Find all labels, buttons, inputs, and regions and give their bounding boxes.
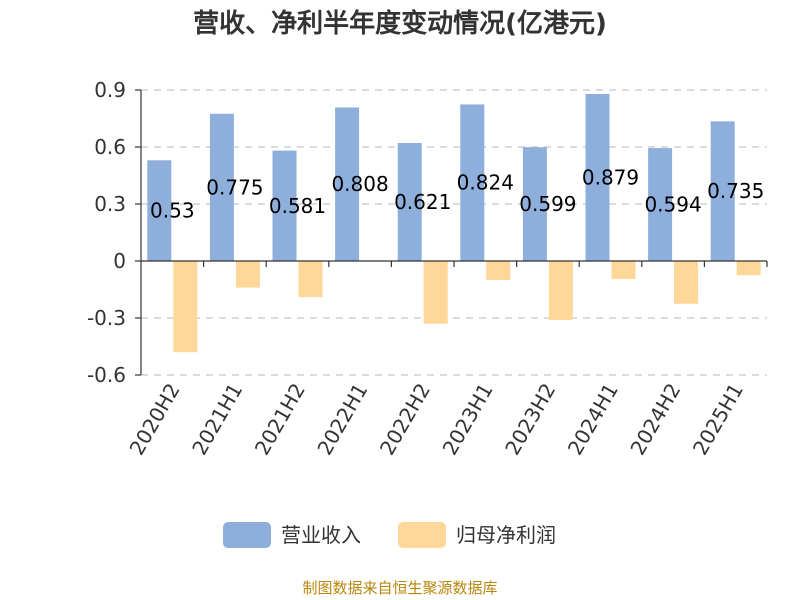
y-tick-label: 0 [113, 249, 126, 273]
net-profit-bar-2021H1 [235, 261, 260, 288]
y-tick-label: -0.3 [87, 306, 126, 330]
x-tick-label: 2021H2 [250, 379, 310, 459]
revenue-bar-2021H2 [272, 150, 297, 261]
revenue-data-label: 0.581 [269, 194, 326, 218]
revenue-bar-2025H1 [710, 121, 735, 261]
legend-swatch-revenue[interactable] [223, 522, 271, 548]
revenue-bar-2023H2 [522, 147, 547, 261]
y-tick-label: 0.3 [94, 192, 126, 216]
revenue-bar-2024H2 [648, 148, 673, 261]
revenue-bar-2023H1 [460, 104, 485, 261]
x-tick-label: 2025H1 [688, 379, 748, 459]
x-tick-label: 2024H2 [625, 379, 685, 459]
revenue-data-label: 0.824 [457, 171, 514, 195]
revenue-data-label: 0.879 [582, 165, 639, 189]
revenue-data-label: 0.621 [394, 190, 451, 214]
revenue-data-label: 0.808 [331, 172, 388, 196]
revenue-data-label: 0.594 [644, 193, 701, 217]
y-tick-label: 0.6 [94, 135, 126, 159]
revenue-bar-2022H1 [335, 107, 360, 261]
net-profit-bar-2022H2 [423, 261, 448, 324]
legend-label-revenue[interactable]: 营业收入 [281, 523, 361, 547]
revenue-data-label: 0.735 [707, 179, 764, 203]
revenue-bar-2021H1 [209, 113, 234, 261]
chart-title: 营收、净利半年度变动情况(亿港元) [193, 9, 607, 39]
net-profit-bar-2021H2 [298, 261, 323, 298]
x-tick-label: 2023H2 [500, 379, 560, 459]
source-note: 制图数据来自恒生聚源数据库 [302, 579, 498, 597]
y-tick-label: -0.6 [87, 363, 126, 387]
revenue-bar-2022H2 [397, 143, 422, 261]
legend-label-net-profit[interactable]: 归母净利润 [456, 523, 556, 547]
legend-swatch-net-profit[interactable] [398, 522, 446, 548]
x-tick-label: 2023H1 [438, 379, 498, 459]
revenue-data-label: 0.599 [519, 192, 576, 216]
net-profit-bar-2025H1 [736, 261, 761, 276]
net-profit-bar-2023H2 [548, 261, 573, 320]
revenue-bar-2020H2 [147, 160, 172, 261]
net-profit-bar-2024H2 [674, 261, 699, 304]
x-tick-label: 2021H1 [187, 379, 247, 459]
y-tick-label: 0.9 [94, 78, 126, 102]
x-tick-label: 2022H2 [375, 379, 435, 459]
net-profit-bar-2024H1 [611, 261, 636, 280]
x-tick-label: 2020H2 [125, 379, 185, 459]
net-profit-bar-2023H1 [486, 261, 511, 280]
x-tick-label: 2024H1 [563, 379, 623, 459]
revenue-data-label: 0.775 [206, 175, 263, 199]
net-profit-bar-2020H2 [173, 261, 198, 353]
revenue-data-label: 0.53 [150, 199, 195, 223]
x-tick-label: 2022H1 [312, 379, 372, 459]
revenue-bar-2024H1 [585, 93, 610, 262]
